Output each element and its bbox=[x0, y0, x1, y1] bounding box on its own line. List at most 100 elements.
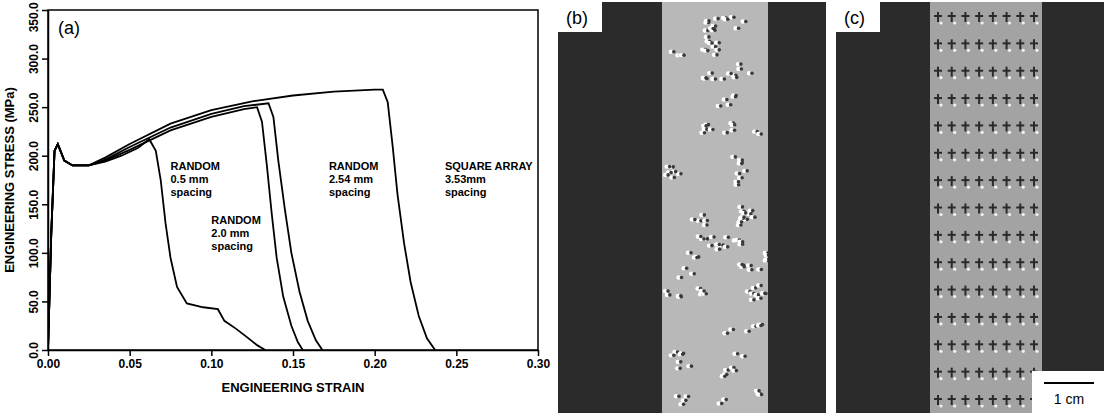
hole-mark bbox=[964, 176, 966, 186]
void-shadow bbox=[666, 289, 670, 293]
y-tick-label: 50.0 bbox=[27, 290, 41, 314]
hole-highlight bbox=[994, 322, 997, 325]
y-tick-label: 300.0 bbox=[27, 44, 41, 74]
hole-highlight bbox=[1022, 240, 1025, 243]
y-tick-mark bbox=[42, 253, 48, 255]
void-shadow bbox=[759, 284, 763, 288]
x-tick-mark bbox=[538, 350, 540, 356]
y-tick-label: 200.0 bbox=[27, 141, 41, 171]
hole-highlight bbox=[1035, 158, 1038, 161]
hole-highlight bbox=[994, 213, 997, 216]
void-shadow bbox=[704, 76, 708, 80]
hole-mark bbox=[978, 258, 980, 268]
hole-highlight bbox=[994, 240, 997, 243]
hole-highlight bbox=[1008, 322, 1011, 325]
hole-mark bbox=[992, 39, 994, 49]
void-shadow bbox=[699, 235, 703, 239]
void-shadow bbox=[741, 205, 745, 209]
void-shadow bbox=[702, 289, 706, 293]
hole-mark bbox=[1033, 313, 1035, 323]
hole-mark bbox=[978, 121, 980, 131]
hole-mark bbox=[1019, 12, 1021, 22]
hole-mark bbox=[951, 149, 953, 159]
hole-mark bbox=[978, 12, 980, 22]
hole-highlight bbox=[967, 76, 970, 79]
hole-highlight bbox=[953, 158, 956, 161]
photo-panel: (c)1 cm bbox=[836, 2, 1104, 413]
void-shadow bbox=[707, 19, 711, 23]
hole-highlight bbox=[981, 240, 984, 243]
void-shadow bbox=[673, 176, 677, 180]
hole-mark bbox=[992, 176, 994, 186]
hole-mark bbox=[951, 368, 953, 378]
hole-highlight bbox=[967, 213, 970, 216]
x-tick: 0.25 bbox=[445, 350, 469, 371]
scale-bar-box bbox=[1032, 371, 1104, 413]
hole-mark bbox=[964, 368, 966, 378]
figure: 0.000.050.100.150.200.250.300.050.0100.0… bbox=[0, 0, 1107, 415]
hole-highlight bbox=[1035, 213, 1038, 216]
y-tick-mark bbox=[42, 58, 48, 60]
hole-highlight bbox=[967, 322, 970, 325]
photo-panel: (b) bbox=[558, 2, 826, 413]
hole-mark bbox=[964, 231, 966, 241]
void-shadow bbox=[759, 132, 763, 136]
y-tick-label: 150.0 bbox=[27, 189, 41, 219]
x-tick-label: 0.10 bbox=[200, 357, 224, 371]
hole-highlight bbox=[1035, 76, 1038, 79]
hole-highlight bbox=[967, 240, 970, 243]
void-shadow bbox=[733, 128, 737, 132]
void-shadow bbox=[739, 62, 743, 66]
hole-highlight bbox=[994, 76, 997, 79]
void-shadow bbox=[741, 240, 745, 244]
void-shadow bbox=[725, 131, 729, 135]
x-tick-label: 0.20 bbox=[363, 357, 387, 371]
hole-mark bbox=[992, 12, 994, 22]
curve-label: RANDOM bbox=[211, 214, 260, 226]
hole-highlight bbox=[953, 49, 956, 52]
void-shadow bbox=[763, 292, 767, 296]
hole-mark bbox=[1019, 313, 1021, 323]
specimen-features bbox=[934, 12, 1039, 408]
hole-mark bbox=[1019, 286, 1021, 296]
hole-mark bbox=[978, 340, 980, 350]
void-shadow bbox=[750, 268, 754, 272]
void-shadow bbox=[711, 128, 715, 132]
x-tick: 0.10 bbox=[200, 350, 224, 371]
hole-highlight bbox=[1035, 268, 1038, 271]
hole-mark bbox=[964, 313, 966, 323]
hole-highlight bbox=[1008, 103, 1011, 106]
hole-mark bbox=[1033, 258, 1035, 268]
hole-highlight bbox=[1035, 49, 1038, 52]
hole-highlight bbox=[939, 103, 942, 106]
x-tick-mark bbox=[456, 350, 458, 356]
hole-highlight bbox=[1008, 213, 1011, 216]
y-tick-label: 0.0 bbox=[27, 342, 41, 359]
hole-highlight bbox=[939, 295, 942, 298]
x-axis: 0.000.050.100.150.200.250.30 bbox=[37, 350, 551, 371]
hole-mark bbox=[1033, 286, 1035, 296]
void-shadow bbox=[757, 389, 761, 393]
hole-mark bbox=[1006, 368, 1008, 378]
hole-highlight bbox=[1008, 21, 1011, 24]
void-shadow bbox=[715, 53, 719, 57]
void-shadow bbox=[710, 71, 714, 75]
hole-highlight bbox=[981, 158, 984, 161]
hole-highlight bbox=[967, 268, 970, 271]
curve-label: spacing bbox=[329, 186, 371, 198]
hole-highlight bbox=[1008, 158, 1011, 161]
hole-highlight bbox=[1008, 350, 1011, 353]
hole-highlight bbox=[953, 131, 956, 134]
hole-mark bbox=[951, 395, 953, 405]
hole-highlight bbox=[981, 350, 984, 353]
curve-label: spacing bbox=[445, 186, 487, 198]
hole-highlight bbox=[967, 350, 970, 353]
void-shadow bbox=[735, 369, 739, 373]
hole-highlight bbox=[1035, 350, 1038, 353]
x-tick: 0.30 bbox=[527, 350, 551, 371]
void-shadow bbox=[685, 266, 689, 270]
void-shadow bbox=[720, 402, 724, 406]
hole-highlight bbox=[994, 103, 997, 106]
x-tick-mark bbox=[129, 350, 131, 356]
hole-highlight bbox=[1022, 377, 1025, 380]
